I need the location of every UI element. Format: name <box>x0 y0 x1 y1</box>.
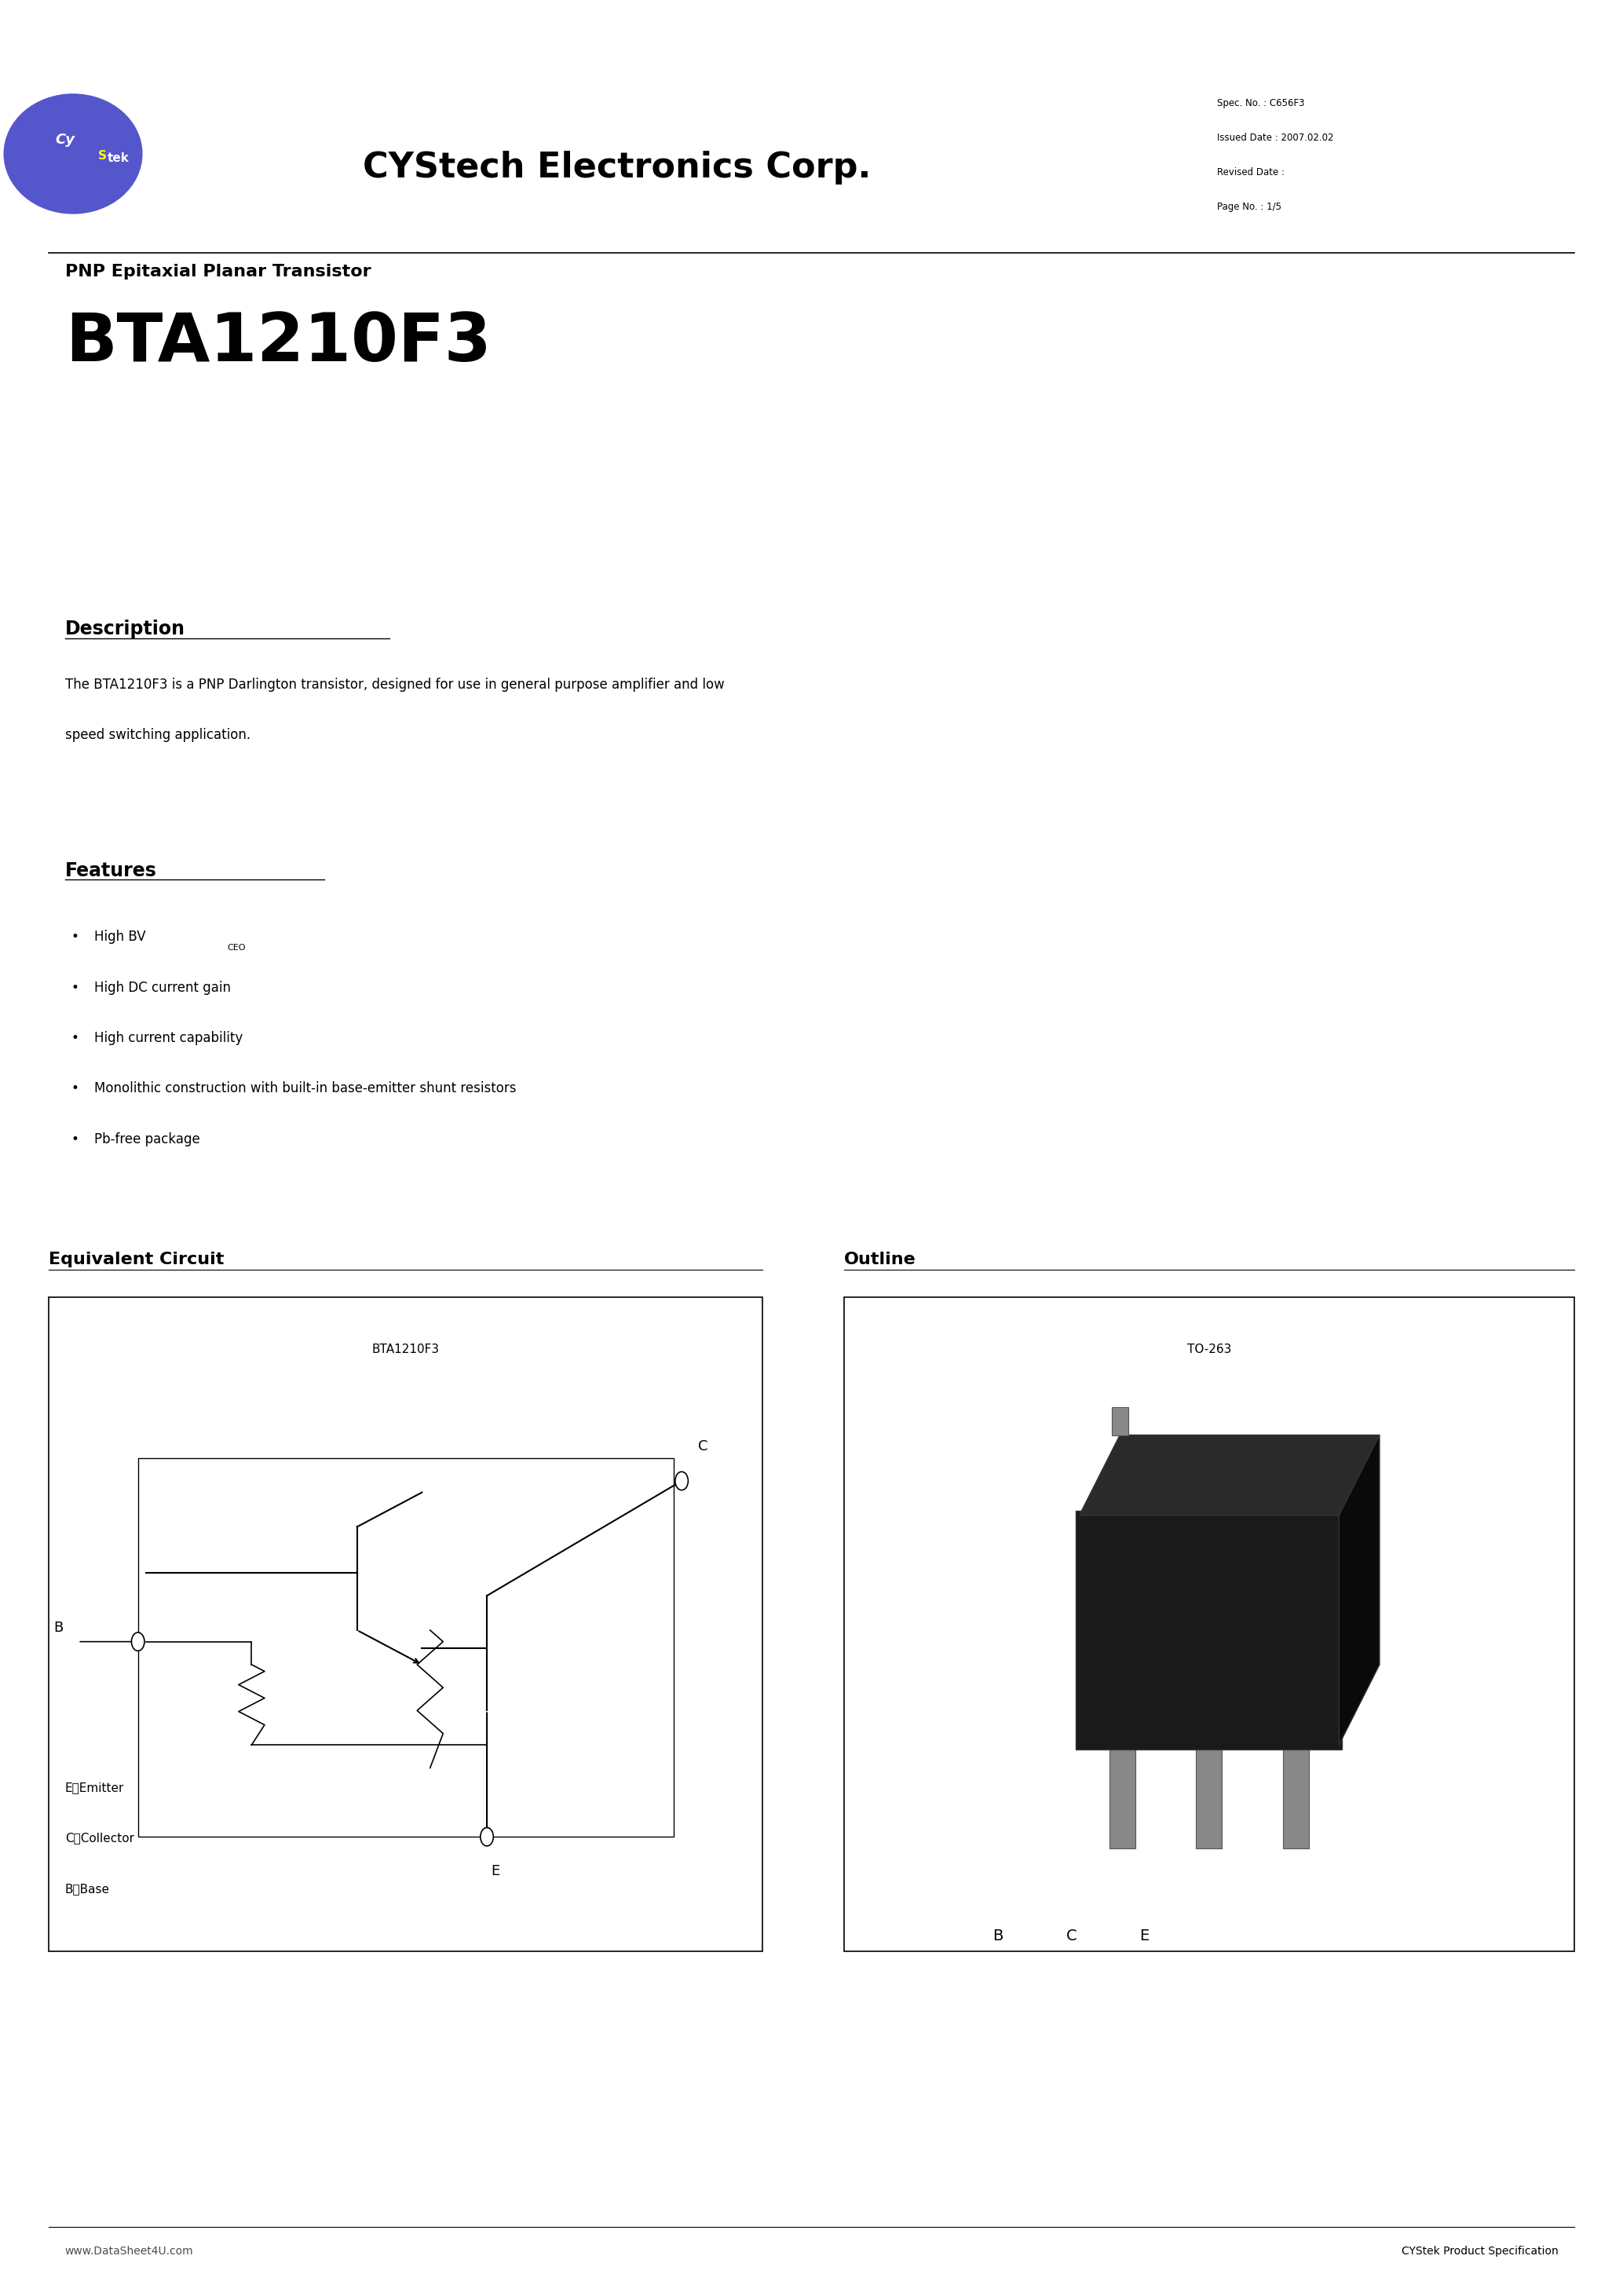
Text: E：Emitter: E：Emitter <box>65 1782 123 1793</box>
Text: •: • <box>71 1132 80 1146</box>
Text: High BV: High BV <box>94 930 146 944</box>
Polygon shape <box>1339 1435 1380 1745</box>
Text: C：Collector: C：Collector <box>65 1832 135 1844</box>
Text: •: • <box>71 1031 80 1045</box>
Text: •: • <box>71 1081 80 1095</box>
Text: speed switching application.: speed switching application. <box>65 728 250 742</box>
Text: BTA1210F3: BTA1210F3 <box>372 1343 440 1355</box>
Text: CEO: CEO <box>227 944 245 951</box>
Text: tek: tek <box>107 152 130 165</box>
Bar <box>1196 1745 1222 1848</box>
Text: C: C <box>1066 1929 1076 1942</box>
Text: BTA1210F3: BTA1210F3 <box>65 310 492 374</box>
Text: PNP Epitaxial Planar Transistor: PNP Epitaxial Planar Transistor <box>65 264 370 280</box>
Circle shape <box>480 1828 493 1846</box>
Bar <box>1112 1407 1128 1435</box>
Text: E: E <box>490 1864 500 1878</box>
Ellipse shape <box>3 94 143 214</box>
Text: CYStech Electronics Corp.: CYStech Electronics Corp. <box>362 152 872 184</box>
Text: •: • <box>71 930 80 944</box>
Circle shape <box>131 1632 144 1651</box>
Text: Monolithic construction with built-in base-emitter shunt resistors: Monolithic construction with built-in ba… <box>94 1081 516 1095</box>
Text: B：Base: B：Base <box>65 1883 110 1894</box>
Text: Pb-free package: Pb-free package <box>94 1132 200 1146</box>
FancyBboxPatch shape <box>844 1297 1574 1952</box>
Circle shape <box>675 1472 688 1490</box>
Text: Cy: Cy <box>55 133 75 147</box>
Text: High DC current gain: High DC current gain <box>94 980 230 994</box>
Text: Revised Date :: Revised Date : <box>1217 168 1285 177</box>
Text: Features: Features <box>65 861 157 879</box>
Text: E: E <box>1139 1929 1149 1942</box>
Text: S: S <box>97 149 107 163</box>
Text: C: C <box>698 1440 708 1453</box>
Text: TO-263: TO-263 <box>1186 1343 1232 1355</box>
Bar <box>1110 1745 1136 1848</box>
Text: B: B <box>54 1621 63 1635</box>
Text: CYStek Product Specification: CYStek Product Specification <box>1401 2245 1558 2257</box>
Bar <box>138 1458 674 1837</box>
FancyBboxPatch shape <box>1076 1511 1342 1750</box>
Text: •: • <box>71 980 80 994</box>
Polygon shape <box>1079 1435 1380 1515</box>
Text: The BTA1210F3 is a PNP Darlington transistor, designed for use in general purpos: The BTA1210F3 is a PNP Darlington transi… <box>65 677 724 691</box>
Text: High current capability: High current capability <box>94 1031 243 1045</box>
Text: B: B <box>993 1929 1003 1942</box>
Text: Equivalent Circuit: Equivalent Circuit <box>49 1251 224 1267</box>
FancyBboxPatch shape <box>49 1297 763 1952</box>
Text: Page No. : 1/5: Page No. : 1/5 <box>1217 202 1282 211</box>
Text: Spec. No. : C656F3: Spec. No. : C656F3 <box>1217 99 1305 108</box>
Bar <box>1282 1745 1308 1848</box>
Text: www.DataSheet4U.com: www.DataSheet4U.com <box>65 2245 193 2257</box>
Text: Issued Date : 2007.02.02: Issued Date : 2007.02.02 <box>1217 133 1334 142</box>
Text: Outline: Outline <box>844 1251 915 1267</box>
Text: Description: Description <box>65 620 185 638</box>
